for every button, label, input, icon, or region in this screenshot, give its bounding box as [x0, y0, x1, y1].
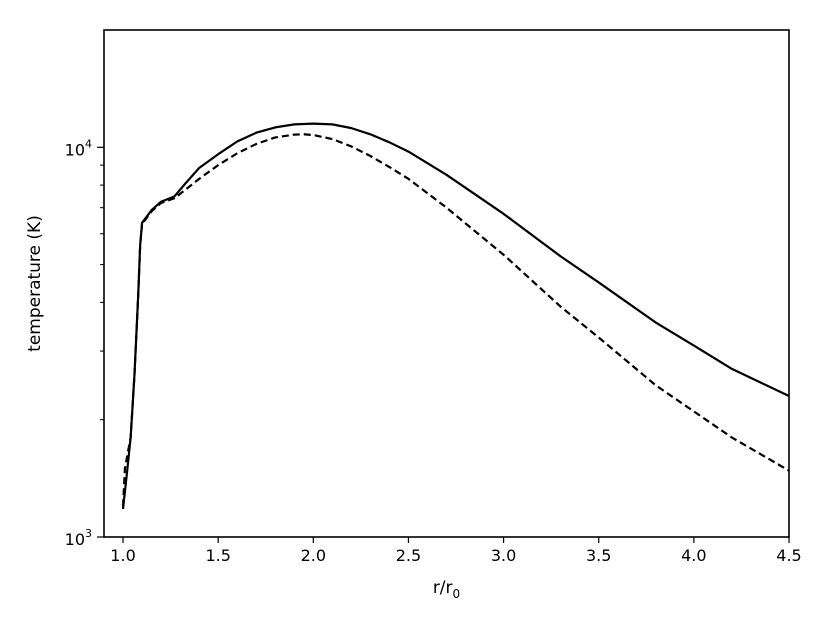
- x-tick-label: 3.5: [586, 546, 611, 565]
- x-axis-label-subscript: 0: [453, 587, 461, 601]
- x-tick-label: 2.0: [301, 546, 326, 565]
- plot-frame: [103, 29, 790, 538]
- y-axis-label: temperature (K): [25, 215, 45, 352]
- x-axis-label-main: r/r: [433, 578, 453, 598]
- x-tick-label: 4.0: [681, 546, 706, 565]
- dashed-series-line: [121, 133, 790, 507]
- x-axis-label: r/r0: [433, 578, 460, 601]
- x-axis: 1.0 1.5 2.0 2.5 3.0 3.5 4.0 4.5: [110, 537, 802, 565]
- solid-series-line: [121, 122, 790, 510]
- x-tick-label: 2.5: [396, 546, 421, 565]
- series-layer: [121, 122, 790, 510]
- y-axis: 103 104: [65, 137, 104, 549]
- x-tick-label: 1.5: [205, 546, 230, 565]
- y-tick-label: 104: [65, 137, 92, 159]
- x-tick-label: 4.5: [776, 546, 801, 565]
- y-tick-label: 103: [65, 527, 92, 549]
- x-tick-label: 1.0: [110, 546, 135, 565]
- x-tick-label: 3.0: [491, 546, 516, 565]
